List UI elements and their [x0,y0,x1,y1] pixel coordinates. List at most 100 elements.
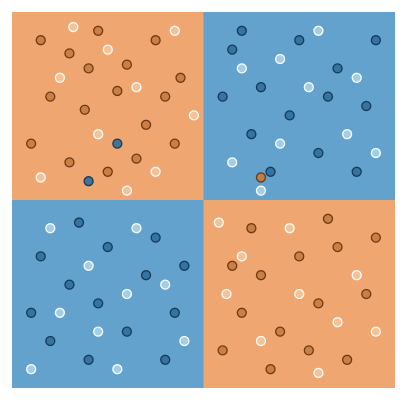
point [93,129,104,140]
point [169,138,180,149]
point [341,354,353,365]
point [265,364,276,375]
point [112,138,123,149]
point [294,288,305,300]
point [68,21,79,33]
point [169,25,180,36]
point [93,298,104,309]
point [102,166,113,177]
point [294,251,305,262]
point [236,25,247,36]
point [25,307,37,318]
point [93,326,104,337]
point [169,307,180,318]
point [246,223,257,234]
point [313,367,324,379]
point [121,59,133,70]
point [217,345,228,356]
point [313,298,324,309]
point [341,129,353,140]
point [361,100,372,112]
point [351,72,362,83]
point [236,251,247,262]
point [303,345,314,356]
point [303,82,314,93]
point [45,335,56,347]
point [83,63,94,74]
point [332,241,343,253]
point [313,25,324,36]
point [332,317,343,328]
point [35,35,46,46]
point [64,279,75,290]
point [121,326,133,337]
point [121,185,133,196]
point [179,260,190,271]
point [255,185,267,196]
point [217,91,228,102]
point [54,307,66,318]
point [188,110,200,121]
point [93,25,104,36]
point [294,35,305,46]
point [351,270,362,281]
point [370,326,382,337]
point [83,260,94,271]
point [25,138,37,149]
point [131,223,142,234]
point [236,307,247,318]
point [102,241,113,253]
point [112,364,123,375]
point [140,270,152,281]
point [131,153,142,164]
point [45,91,56,102]
point [112,85,123,97]
point [179,335,190,347]
point [160,354,171,365]
point [64,157,75,168]
point [131,82,142,93]
point [236,63,247,74]
point [102,44,113,55]
point [73,217,85,228]
point [255,82,267,93]
point [221,288,232,300]
point [227,44,238,55]
point [322,91,334,102]
point [79,104,90,115]
decision-region [12,200,204,388]
point [332,63,343,74]
point [83,176,94,187]
point [284,110,295,121]
point [121,288,133,300]
point [274,53,286,65]
point [83,354,94,365]
point [370,147,382,159]
point [370,35,382,46]
point [227,260,238,271]
point [150,35,161,46]
point [265,166,276,177]
point [274,326,286,337]
point [160,91,171,102]
point [150,232,161,243]
point [35,172,46,183]
point [227,157,238,168]
point [213,217,224,228]
point [175,72,186,83]
point [322,213,334,224]
point [370,232,382,243]
point [274,138,286,149]
point [255,172,267,183]
point [64,48,75,59]
point [35,251,46,262]
point [361,288,372,300]
point [54,72,66,83]
point [45,223,56,234]
point [140,119,152,130]
point [150,166,161,177]
point [313,147,324,159]
point [284,223,295,234]
point [160,279,171,290]
